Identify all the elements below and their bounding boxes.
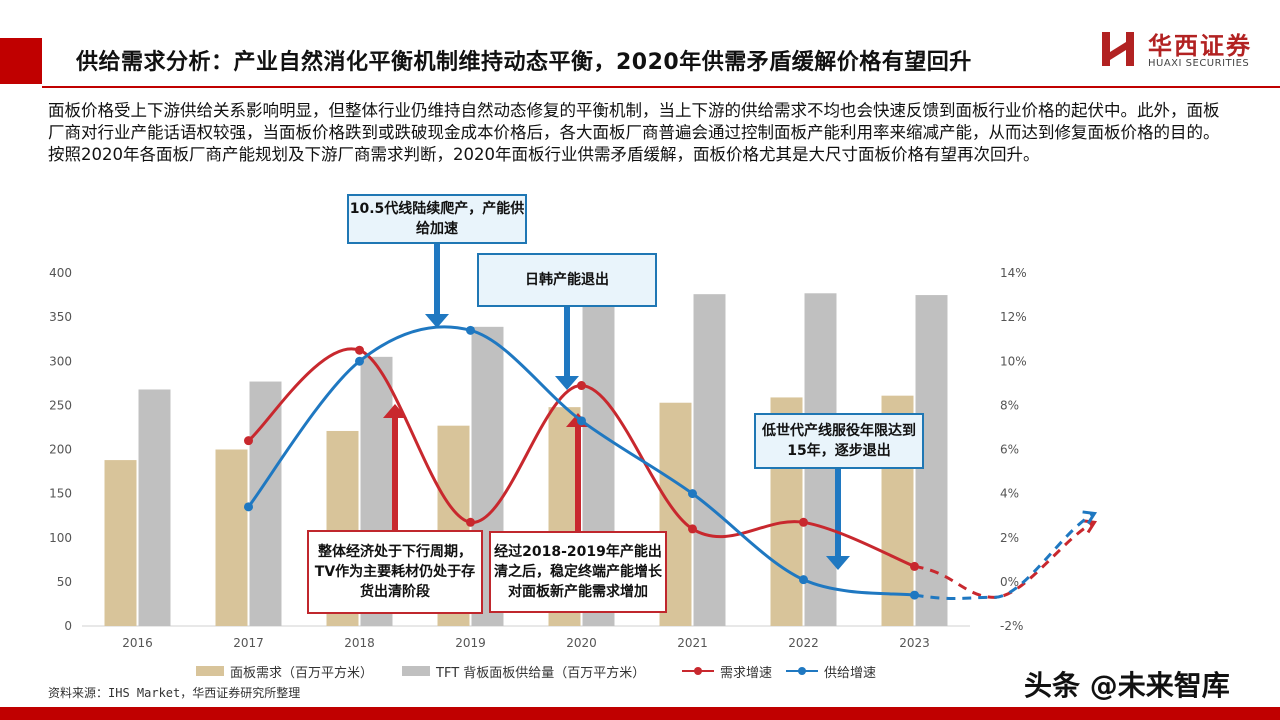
legend-swatch-demand-growth <box>682 665 714 677</box>
callout-economic-downturn: 整体经济处于下行周期，TV作为主要耗材仍处于存货出清阶段 <box>307 530 483 614</box>
y-right-tick-label: 6% <box>1000 443 1019 457</box>
x-tick-label: 2018 <box>344 636 375 650</box>
legend-swatch-demand-bar <box>196 666 224 676</box>
source-note: 资料来源：IHS Market，华西证券研究所整理 <box>48 686 301 700</box>
legend-item-supply-growth: 供给增速 <box>786 661 876 681</box>
x-tick-label: 2019 <box>455 636 486 650</box>
y-left-tick-label: 400 <box>49 266 72 280</box>
legend-item-demand-bar: 面板需求（百万平方米） <box>196 661 373 681</box>
demand-growth-point <box>577 381 586 391</box>
logo-name-cn: 华西证券 <box>1148 32 1252 60</box>
bottom-accent-bar <box>0 707 1280 720</box>
legend-label-demand-growth: 需求增速 <box>720 665 773 681</box>
callout-capacity-clearing: 经过2018-2019年产能出清之后，稳定终端产能增长对面板新产能需求增加 <box>489 531 667 613</box>
arrow-up-icon <box>383 404 407 530</box>
demand-growth-point <box>355 345 364 355</box>
y-right-tick-label: 8% <box>1000 398 1019 412</box>
y-left-tick-label: 350 <box>49 310 72 324</box>
x-tick-label: 2017 <box>233 636 264 650</box>
callout-old-gen-retire: 低世代产线服役年限达到15年，逐步退出 <box>754 413 924 469</box>
legend-label-demand-bar: 面板需求（百万平方米） <box>230 665 374 681</box>
y-right-tick-label: 2% <box>1000 531 1019 545</box>
y-right-tick-label: -2% <box>1000 619 1023 633</box>
body-text: 面板价格受上下游供给关系影响明显，但整体行业仍维持自然动态修复的平衡机制，当上下… <box>48 100 1228 166</box>
y-right-tick-label: 4% <box>1000 487 1019 501</box>
title-divider <box>42 86 1280 88</box>
supply-growth-point <box>355 356 364 366</box>
chart-lines <box>244 325 1098 600</box>
demand-growth-point <box>799 517 808 527</box>
legend-swatch-supply-growth <box>786 665 818 677</box>
supply-growth-projection <box>914 512 1096 600</box>
demand-growth-projection-arrowhead <box>1082 519 1098 534</box>
body-paragraph-2: 按照2020年各面板厂商产能规划及下游厂商需求判断，2020年面板行业供需矛盾缓… <box>48 145 1040 164</box>
y-left-tick-label: 50 <box>57 575 72 589</box>
legend-item-supply-bar: TFT 背板面板供给量（百万平方米） <box>402 661 645 681</box>
demand-growth-point <box>244 436 253 446</box>
x-tick-label: 2021 <box>677 636 708 650</box>
x-tick-label: 2016 <box>122 636 153 650</box>
callout-105-gen-capacity: 10.5代线陆续爬产，产能供给加速 <box>347 194 527 244</box>
supply-growth-point <box>688 489 697 499</box>
y-left-tick-label: 300 <box>49 354 72 368</box>
demand-bar <box>104 460 137 626</box>
demand-growth-point <box>688 524 697 534</box>
x-tick-label: 2020 <box>566 636 597 650</box>
huaxi-logo: 华西证券 HUAXI SECURITIES <box>1100 22 1270 74</box>
huaxi-logo-mark-icon <box>1102 32 1134 66</box>
slide-title: 供给需求分析：产业自然消化平衡机制维持动态平衡，2020年供需矛盾缓解价格有望回… <box>76 50 972 75</box>
demand-growth-point <box>466 517 475 527</box>
x-tick-label: 2023 <box>899 636 930 650</box>
arrow-down-icon <box>826 469 850 570</box>
y-left-tick-label: 100 <box>49 531 72 545</box>
y-right-tick-label: 10% <box>1000 354 1027 368</box>
supply-growth-point <box>466 325 475 335</box>
y-left-tick-label: 200 <box>49 443 72 457</box>
logo-name-en: HUAXI SECURITIES <box>1148 58 1250 69</box>
watermark: 头条 @未来智库 <box>1024 669 1230 702</box>
arrow-down-icon <box>425 244 449 328</box>
x-tick-label: 2022 <box>788 636 819 650</box>
y-left-tick-label: 150 <box>49 487 72 501</box>
body-paragraph-1: 面板价格受上下游供给关系影响明显，但整体行业仍维持自然动态修复的平衡机制，当上下… <box>48 101 1220 142</box>
y-left-tick-label: 0 <box>64 619 72 633</box>
supply-bar <box>693 294 726 626</box>
demand-bar <box>215 449 248 626</box>
arrow-up-icon <box>566 413 590 531</box>
callout-arrows <box>383 244 850 570</box>
arrow-down-icon <box>555 307 579 390</box>
y-right-tick-label: 12% <box>1000 310 1027 324</box>
legend-swatch-supply-bar <box>402 666 430 676</box>
legend-label-supply-growth: 供给增速 <box>824 665 877 681</box>
supply-growth-point <box>799 575 808 585</box>
legend-item-demand-growth: 需求增速 <box>682 661 772 681</box>
y-left-tick-label: 250 <box>49 398 72 412</box>
callout-jp-kr-exit: 日韩产能退出 <box>477 253 657 307</box>
supply-growth-point <box>577 416 586 426</box>
supply-bar <box>138 389 171 626</box>
supply-bar <box>249 381 282 626</box>
legend-label-supply-bar: TFT 背板面板供给量（百万平方米） <box>436 665 646 681</box>
title-accent-bar <box>0 38 42 84</box>
y-right-tick-label: 0% <box>1000 575 1019 589</box>
y-right-tick-label: 14% <box>1000 266 1027 280</box>
supply-growth-projection-arrowhead <box>1082 510 1098 525</box>
supply-growth-point <box>244 502 253 512</box>
